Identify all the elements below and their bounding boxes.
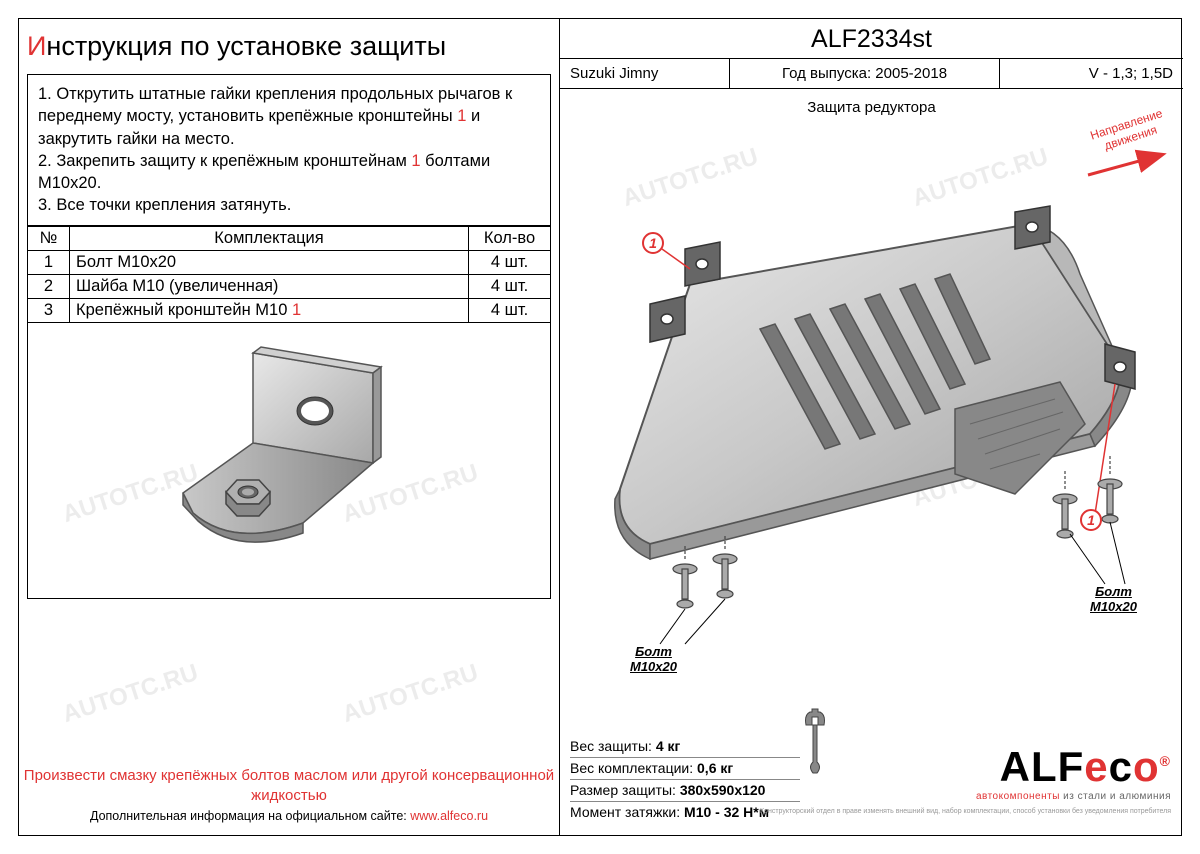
bracket-illustration-box [27, 323, 551, 599]
table-header-row: № Комплектация Кол-во [28, 226, 551, 250]
instruction-step-3: 3. Все точки крепления затянуть. [38, 194, 540, 216]
vehicle-name: Suzuki Jimny [560, 59, 730, 88]
th-qty: Кол-во [469, 226, 551, 250]
bracket-illustration [143, 333, 443, 583]
th-name: Комплектация [70, 226, 469, 250]
instruction-step-1: 1. Открутить штатные гайки крепления про… [38, 83, 540, 150]
title-first-letter: И [27, 31, 46, 61]
brand-logo: ALFeco® [760, 743, 1171, 791]
callout-1: 1 [1080, 509, 1102, 531]
brand-tagline: автокомпоненты из стали и алюминия [760, 791, 1171, 802]
site-link[interactable]: www.alfeco.ru [410, 809, 488, 823]
parts-table: № Комплектация Кол-во 1 Болт М10х20 4 шт… [27, 226, 551, 323]
table-row: 1 Болт М10х20 4 шт. [28, 250, 551, 274]
diagram-subtitle: Защита редуктора [560, 89, 1183, 116]
logo-area: ALFeco® автокомпоненты из стали и алюмин… [760, 743, 1171, 815]
table-row: 2 Шайба М10 (увеличенная) 4 шт. [28, 274, 551, 298]
table-row: 3 Крепёжный кронштейн М10 1 4 шт. [28, 298, 551, 322]
engine-cell: V - 1,3; 1,5D [1000, 59, 1183, 88]
page-title: Инструкция по установке защиты [19, 19, 559, 70]
disclaimer: Конструкторский отдел в праве изменять в… [760, 808, 1171, 815]
site-note: Дополнительная информация на официальном… [19, 809, 559, 823]
title-rest: нструкция по установке защиты [46, 31, 446, 61]
model-number: ALF2334st [560, 19, 1183, 59]
spec-row: Suzuki Jimny Год выпуска: 2005-2018 V - … [560, 59, 1183, 88]
callout-1: 1 [642, 232, 664, 254]
footer-left: Произвести смазку крепёжных болтов масло… [19, 766, 559, 823]
diagram-area: AUTOTC.RU AUTOTC.RU AUTOTC.RU AUTOTC.RU [560, 134, 1184, 694]
left-column: Инструкция по установке защиты 1. Открут… [19, 19, 559, 835]
lubrication-note: Произвести смазку крепёжных болтов масло… [19, 766, 559, 805]
year-cell: Год выпуска: 2005-2018 [730, 59, 1000, 88]
instructions-box: 1. Открутить штатные гайки крепления про… [27, 74, 551, 226]
bolt-label-left: БолтМ10х20 [630, 644, 677, 674]
bolt-label-right: БолтМ10х20 [1090, 584, 1137, 614]
page-frame: Инструкция по установке защиты 1. Открут… [18, 18, 1182, 836]
instruction-step-2: 2. Закрепить защиту к крепёжным кронштей… [38, 150, 540, 195]
right-column: ALF2334st Suzuki Jimny Год выпуска: 2005… [559, 19, 1183, 835]
th-num: № [28, 226, 70, 250]
right-header: ALF2334st Suzuki Jimny Год выпуска: 2005… [560, 19, 1183, 89]
